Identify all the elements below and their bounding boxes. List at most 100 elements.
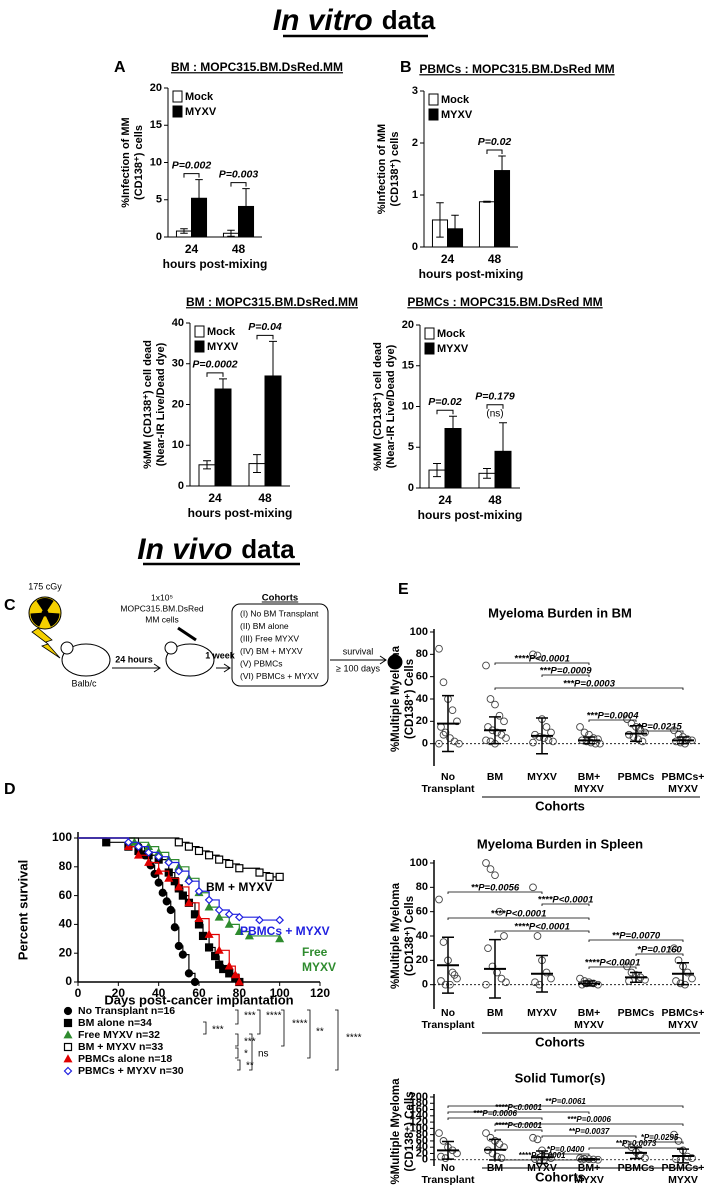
- y-tick-label: 20: [416, 954, 428, 966]
- marker: [198, 931, 208, 941]
- y-tick-label: 0: [422, 1154, 428, 1166]
- x-tick-label: 60: [192, 986, 206, 1000]
- legend-label: BM alone n=34: [78, 1017, 152, 1029]
- significance-bracket: [235, 1047, 239, 1059]
- x-tick-label: 48: [258, 491, 272, 505]
- comparison-bracket: [494, 1159, 590, 1162]
- marker: [174, 838, 183, 847]
- data-point: [448, 968, 457, 977]
- y-axis-label: %Infection of MM: [376, 124, 388, 214]
- marker: [204, 902, 214, 911]
- data-point: [491, 871, 499, 880]
- marker: [174, 866, 184, 876]
- x-tick-label: 0: [75, 986, 82, 1000]
- panel-letter: B: [400, 59, 412, 76]
- marker: [194, 913, 204, 923]
- data-point: [670, 1130, 678, 1139]
- y-tick-label: 100: [410, 857, 428, 869]
- chart-title: PBMCs : MOPC315.BM.DsRed MM: [419, 62, 614, 76]
- data-point: [493, 728, 501, 737]
- panel-letter: A: [114, 59, 126, 76]
- y-axis-label: Percent survival: [15, 860, 30, 960]
- marker: [204, 929, 214, 938]
- marker: [234, 912, 244, 922]
- significance-bracket: [203, 1021, 207, 1035]
- step-label: 24 hours: [115, 654, 153, 664]
- y-axis-label: %Infection of MM: [120, 117, 132, 207]
- comparison-bracket: [541, 674, 590, 677]
- endpoint: [387, 654, 403, 670]
- data-point: [529, 650, 537, 659]
- x-tick-label: BM: [487, 771, 504, 783]
- legend-swatch: [424, 342, 435, 355]
- marker: [214, 945, 224, 954]
- p-value: P=0.0002: [192, 359, 237, 371]
- x-tick-label: 24: [185, 242, 199, 256]
- y-tick-label: 0: [156, 231, 162, 243]
- x-tick-label: PBMCs+: [662, 1007, 705, 1019]
- y-axis-label: (CD138⁺) Cells: [404, 1091, 416, 1171]
- error-bar: [219, 378, 227, 400]
- data-point: [439, 678, 448, 687]
- y-tick-label: 40: [416, 930, 428, 942]
- x-tick-label: 48: [488, 493, 502, 507]
- p-value: P=0.02: [428, 396, 462, 408]
- y-tick-label: 80: [416, 1129, 428, 1141]
- x-tick-label: BM: [487, 1007, 504, 1019]
- data-point: [482, 1129, 490, 1137]
- legend-label: MYXV: [207, 341, 239, 353]
- y-tick-label: 10: [172, 439, 184, 451]
- cohorts-title: Cohorts: [262, 593, 298, 604]
- y-tick-label: 3: [412, 85, 418, 97]
- y-tick-label: 10: [150, 156, 162, 168]
- mouse-2-ear: [164, 641, 178, 655]
- legend-marker: [63, 1018, 73, 1028]
- data-point: [435, 895, 443, 904]
- y-tick-label: 40: [59, 917, 73, 931]
- y-tick-label: 0: [178, 480, 184, 492]
- comparison-bracket: [494, 687, 684, 690]
- y-tick-label: 80: [59, 859, 73, 873]
- comparison-label: ****P<0.0001: [495, 1103, 542, 1112]
- legend-label: MYXV: [437, 343, 469, 355]
- comparison-label: **P=0.0070: [612, 931, 661, 942]
- data-point: [634, 735, 642, 744]
- sd-bar: [442, 1140, 454, 1160]
- error-bar: [451, 214, 459, 243]
- data-point: [450, 737, 459, 746]
- comparison-bracket: [494, 930, 590, 933]
- comparison-label: ***P=0.0004: [586, 711, 639, 722]
- comparison-bracket: [447, 917, 590, 920]
- data-point: [450, 971, 459, 979]
- x-tick-label: 40: [152, 986, 166, 1000]
- p-value: P=0.179: [475, 391, 515, 403]
- legend-label: PBMCs alone n=18: [78, 1053, 172, 1065]
- y-tick-label: 60: [59, 888, 73, 902]
- data-point: [500, 717, 508, 726]
- p-value: P=0.02: [478, 136, 512, 148]
- marker: [214, 912, 224, 921]
- data-point: [529, 1133, 537, 1142]
- data-point: [547, 974, 555, 983]
- p-bracket: [230, 182, 247, 187]
- data-point: [641, 728, 649, 737]
- x-tick-label: MYXV: [527, 771, 557, 783]
- sd-bar: [442, 694, 454, 753]
- x-tick-label: No: [441, 1162, 455, 1174]
- significance-bracket: [249, 1033, 253, 1071]
- comparison-bracket: [494, 662, 590, 665]
- curve-label: PBMCs + MYXV: [240, 924, 330, 938]
- comparison-label: **P=0.0056: [471, 883, 520, 894]
- curve-label: MYXV: [302, 960, 336, 974]
- legend-swatch: [428, 93, 439, 106]
- marker: [224, 909, 234, 919]
- y-tick-label: 60: [416, 906, 428, 918]
- y-tick-label: 100: [410, 1122, 428, 1134]
- significance-label: ****: [346, 1033, 362, 1044]
- marker: [164, 858, 174, 867]
- syringe: [177, 626, 197, 642]
- sd-bar: [583, 736, 595, 745]
- data-point: [484, 944, 492, 953]
- comparison-label: *P=0.0215: [637, 722, 682, 733]
